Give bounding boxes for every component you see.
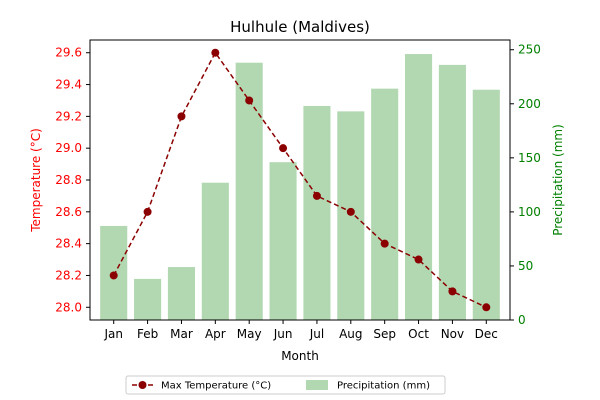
precipitation-bar [371,88,399,320]
x-axis: Jan Feb Mar Apr May Jun Jul Aug Sep Oct Nov Dec [103,320,498,341]
x-tick-label: Nov [441,327,464,341]
temperature-line [109,48,491,312]
x-tick-label: Apr [205,327,226,341]
temperature-point [245,96,254,105]
y-right-tick-label: 0 [518,313,526,327]
y-left-tick-label: 28.6 [55,205,82,219]
temperature-point [482,303,491,312]
y-left-tick-label: 29.6 [55,46,82,60]
temperature-point [109,271,118,280]
x-tick-label: May [237,327,262,341]
y-axis-right: 0 50 100 150 200 250 [510,43,541,327]
precipitation-bar [405,54,433,321]
y-left-tick-label: 28.4 [55,237,82,251]
y-right-tick-label: 150 [518,151,541,165]
x-tick-label: Jun [273,327,293,341]
y-left-tick-label: 29.2 [55,109,82,123]
legend-entry-temperature: Max Temperature (°C) [161,381,271,392]
x-tick-label: Aug [339,327,362,341]
precipitation-bars [100,54,500,321]
precipitation-bar [167,267,195,320]
legend: Max Temperature (°C) Precipitation (mm) [125,375,446,395]
precipitation-bar [235,62,263,321]
precipitation-bar [269,162,297,320]
precipitation-bar [438,64,466,320]
precipitation-bar [134,278,162,320]
x-tick-label: Oct [408,327,429,341]
y-right-tick-label: 100 [518,205,541,219]
legend-entry-precipitation: Precipitation (mm) [337,381,430,392]
temperature-point [448,287,457,296]
y-left-tick-label: 28.8 [55,173,82,187]
temperature-point [177,112,186,121]
x-tick-label: Mar [170,327,193,341]
x-tick-label: Jul [309,327,324,341]
x-tick-label: Sep [373,327,396,341]
y-left-tick-label: 28.0 [55,300,82,314]
y-left-tick-label: 28.2 [55,268,82,282]
y-axis-left-label: Temperature (°C) [29,128,43,233]
precipitation-bar [201,182,229,320]
y-left-tick-label: 29.0 [55,141,82,155]
y-left-tick-label: 29.4 [55,78,82,92]
x-tick-label: Feb [137,327,158,341]
temperature-point [312,191,321,200]
x-axis-label: Month [281,349,319,363]
precipitation-bar [472,89,500,320]
temperature-point [279,144,288,153]
y-axis-right-label: Precipitation (mm) [551,124,565,236]
temperature-point [380,239,389,248]
temperature-series-line [113,51,487,308]
temperature-point [211,48,220,57]
temperature-point [143,207,152,216]
precipitation-bar [303,105,331,320]
temperature-point [414,255,423,264]
chart-title: Hulhule (Maldives) [230,18,370,36]
temperature-point [346,207,355,216]
y-right-tick-label: 200 [518,97,541,111]
x-tick-label: Jan [103,327,123,341]
y-right-tick-label: 50 [518,259,533,273]
legend-marker-swatch [138,381,147,389]
legend-box [125,375,446,395]
x-tick-label: Dec [475,327,498,341]
legend-bar-swatch [306,380,328,390]
y-right-tick-label: 250 [518,43,541,57]
y-axis-left: 28.0 28.2 28.4 28.6 28.8 29.0 29.2 29.4 29.6 [55,46,90,314]
